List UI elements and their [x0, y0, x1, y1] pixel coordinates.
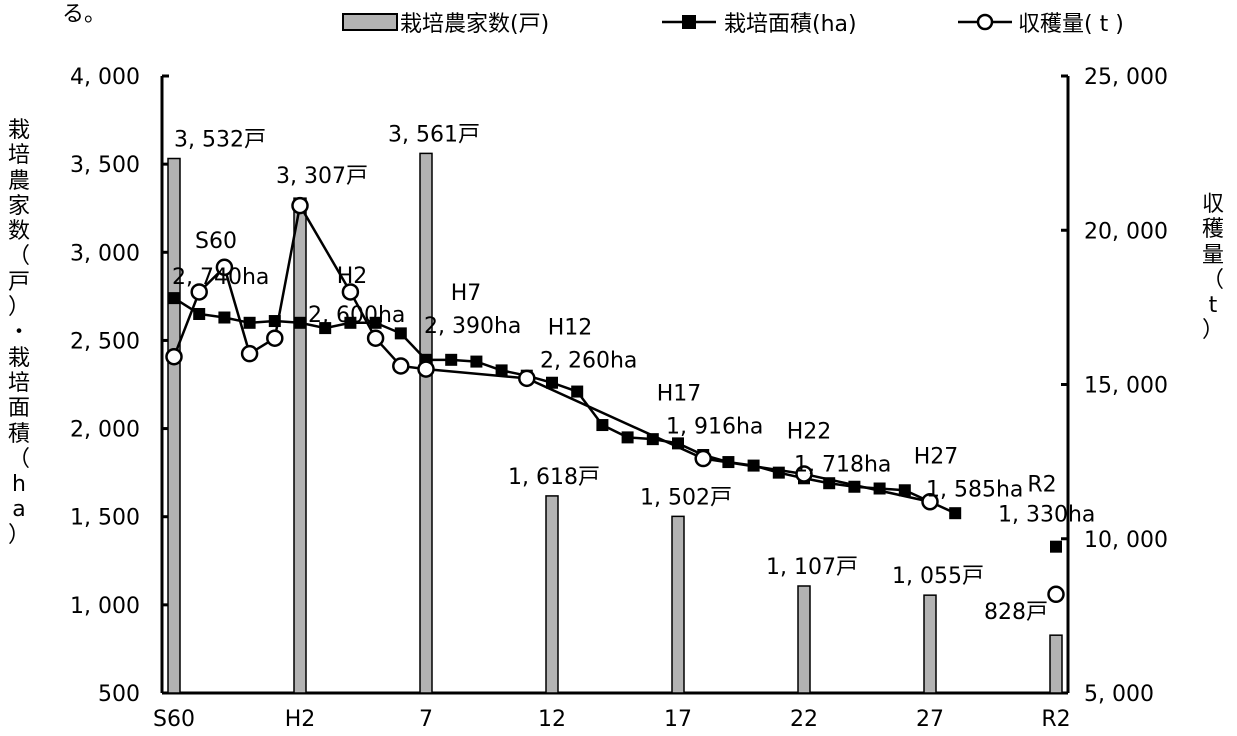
area-point: [470, 356, 482, 368]
y-left-tick-label: 4, 000: [70, 65, 140, 90]
bar-data-label: 3, 307戸: [276, 164, 368, 189]
bar-data-label: 828戸: [984, 600, 1048, 625]
bar: [294, 198, 306, 693]
harvest-point: [393, 358, 408, 373]
annotation-era: H17: [657, 381, 702, 406]
y-right-tick-label: 10, 000: [1084, 528, 1168, 553]
bar-data-label: 1, 502戸: [640, 485, 732, 510]
y-left-tick-label: 3, 500: [70, 153, 140, 178]
area-point: [571, 386, 583, 398]
harvest-point: [419, 362, 434, 377]
annotation-era: R2: [1027, 473, 1056, 498]
harvest-point: [1049, 587, 1064, 602]
area-point: [168, 292, 180, 304]
bar-data-label: 3, 561戸: [388, 122, 480, 147]
area-point: [218, 312, 230, 324]
annotation-era: H7: [451, 281, 482, 306]
y-left-tick-label: 2, 500: [70, 329, 140, 354]
area-point: [949, 507, 961, 519]
bar: [798, 586, 810, 693]
harvest-point: [519, 371, 534, 386]
annotation-value: 1, 585ha: [926, 478, 1023, 503]
bar: [924, 595, 936, 693]
area-point: [244, 317, 256, 329]
harvest-point: [167, 349, 182, 364]
y-right-tick-label: 20, 000: [1084, 219, 1168, 244]
bar: [168, 159, 180, 693]
annotation-era: H12: [548, 316, 593, 341]
bar-data-label: 1, 618戸: [508, 465, 600, 490]
y-left-tick-label: 1, 500: [70, 506, 140, 531]
x-tick-label: 7: [419, 707, 433, 732]
harvest-point: [242, 346, 257, 361]
y-right-tick-label: 25, 000: [1084, 65, 1168, 90]
x-tick-label: S60: [153, 707, 195, 732]
annotation-value: 2, 260ha: [540, 349, 637, 374]
x-tick-label: R2: [1041, 707, 1070, 732]
harvest-point: [293, 198, 308, 213]
x-tick-label: 17: [664, 707, 692, 732]
y-right-tick-label: 15, 000: [1084, 374, 1168, 399]
area-point: [445, 354, 457, 366]
annotation-era: H22: [787, 419, 832, 444]
annotation-era: H2: [337, 264, 368, 289]
bar: [546, 496, 558, 693]
bar-data-label: 1, 107戸: [766, 555, 858, 580]
annotation-value: 1, 718ha: [794, 452, 891, 477]
bar: [420, 153, 432, 693]
y-right-tick-label: 5, 000: [1084, 682, 1154, 707]
harvest-point: [696, 451, 711, 466]
area-point: [193, 308, 205, 320]
y-left-tick-label: 3, 000: [70, 241, 140, 266]
area-point: [622, 431, 634, 443]
annotation-era: S60: [195, 229, 237, 254]
bar-data-label: 1, 055戸: [892, 564, 984, 589]
bar: [672, 516, 684, 693]
annotation-value: 2, 600ha: [308, 303, 405, 328]
bar-data-label: 3, 532戸: [174, 128, 266, 153]
area-point: [395, 327, 407, 339]
annotation-value: 1, 330ha: [998, 503, 1095, 528]
annotation-value: 2, 740ha: [172, 265, 269, 290]
area-point: [294, 317, 306, 329]
harvest-point: [368, 331, 383, 346]
y-left-tick-label: 1, 000: [70, 594, 140, 619]
x-tick-label: 27: [916, 707, 944, 732]
y-left-tick-label: 2, 000: [70, 418, 140, 443]
area-point: [1050, 541, 1062, 553]
x-tick-label: H2: [285, 707, 316, 732]
x-tick-label: 22: [790, 707, 818, 732]
area-point: [596, 419, 608, 431]
bar: [1050, 635, 1062, 693]
harvest-point: [267, 331, 282, 346]
annotation-era: H27: [914, 445, 959, 470]
y-left-tick-label: 500: [98, 682, 140, 707]
annotation-value: 2, 390ha: [424, 314, 521, 339]
x-tick-label: 12: [538, 707, 566, 732]
annotation-value: 1, 916ha: [666, 414, 763, 439]
